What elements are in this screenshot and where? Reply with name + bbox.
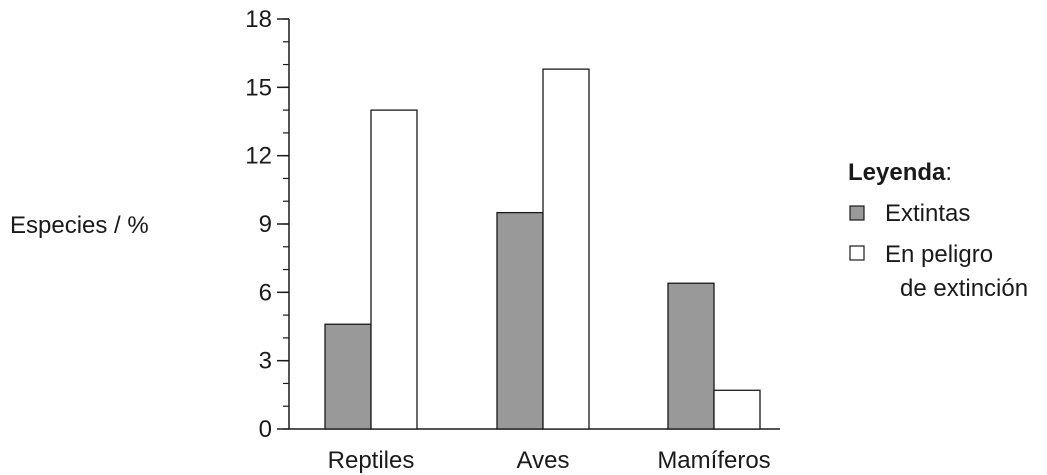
bar-extintas-1	[496, 211, 544, 430]
bar-en-peligro-2	[713, 389, 761, 430]
y-tick-label: 6	[259, 279, 272, 306]
legend-label-en-peligro-line2: de extinción	[900, 275, 1028, 302]
y-tick-label: 3	[259, 348, 272, 375]
y-tick-label: 0	[259, 416, 272, 443]
legend-title-suffix: :	[945, 159, 952, 186]
legend-label-extintas: Extintas	[885, 200, 970, 227]
legend: Leyenda: Extintas En peligro de extinció…	[848, 159, 1028, 302]
y-tick-label: 9	[259, 211, 272, 238]
bar-en-peligro-1	[542, 68, 590, 430]
bar-en-peligro-0	[370, 109, 418, 430]
legend-title: Leyenda	[848, 159, 946, 186]
y-axis-label: Especies / %	[10, 212, 149, 239]
x-tick-label-aves: Aves	[517, 447, 570, 474]
bar-extintas-0	[324, 323, 372, 430]
y-tick-label: 15	[245, 74, 272, 101]
y-major-ticks: 0 3 6 9 12 15 18	[245, 6, 289, 443]
x-tick-label-reptiles: Reptiles	[328, 447, 415, 474]
x-tick-labels: Reptiles Aves Mamíferos	[328, 447, 771, 474]
bar-extintas-2	[667, 282, 715, 430]
legend-title-row: Leyenda:	[848, 159, 952, 186]
legend-swatch-en-peligro	[849, 245, 865, 261]
legend-swatch-extintas	[849, 205, 865, 221]
y-tick-label: 18	[245, 6, 272, 33]
bars-group	[324, 68, 761, 430]
x-tick-label-mamiferos: Mamíferos	[657, 447, 770, 474]
y-tick-label: 12	[245, 143, 272, 170]
legend-label-en-peligro-line1: En peligro	[885, 241, 993, 268]
